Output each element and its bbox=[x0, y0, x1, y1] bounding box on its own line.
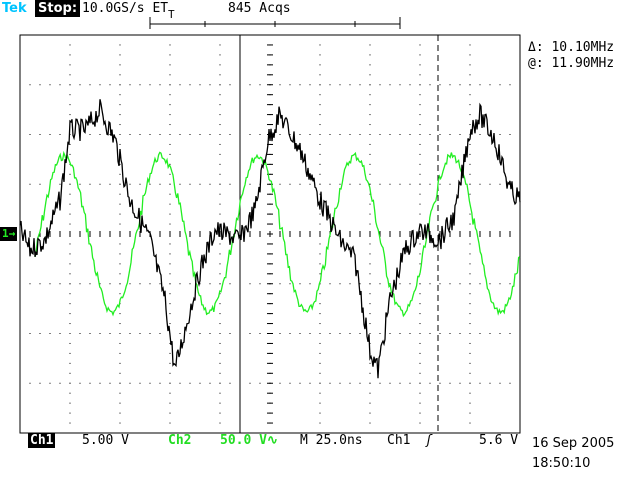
trigger-position-marker[interactable]: T bbox=[168, 8, 175, 21]
run-state-badge[interactable]: Stop: bbox=[35, 0, 81, 17]
timebase: M 25.0ns bbox=[300, 433, 363, 448]
time: 18:50:10 bbox=[532, 456, 591, 471]
status-bar: Tek Stop: 10.0GS/s ET 845 Acqs T bbox=[0, 0, 640, 21]
ch1-label[interactable]: Ch1 bbox=[28, 433, 56, 448]
trigger-slope-icon: ʃ bbox=[425, 433, 433, 448]
record-length-bar bbox=[149, 17, 401, 29]
brand-logo: Tek bbox=[0, 0, 30, 17]
ch1-scale: 5.00 V bbox=[82, 433, 129, 448]
ch2-scale: 50.0 V∿ bbox=[220, 433, 278, 448]
trigger-source: Ch1 bbox=[387, 433, 411, 448]
acquisition-count: 845 Acqs bbox=[228, 1, 291, 16]
date: 16 Sep 2005 bbox=[532, 436, 615, 451]
trigger-level: 5.6 V bbox=[479, 433, 519, 448]
ch1-ground-marker[interactable]: 1→ bbox=[0, 227, 18, 241]
ch2-waveform bbox=[34, 150, 521, 318]
sample-rate: 10.0GS/s ET bbox=[82, 1, 169, 16]
ch2-label[interactable]: Ch2 bbox=[168, 433, 192, 448]
graticule-grid bbox=[19, 34, 521, 434]
cursor-position-readout: @: 11.90MHz bbox=[528, 56, 615, 71]
ch1-waveform bbox=[19, 99, 521, 379]
cursor-delta-readout: Δ: 10.10MHz bbox=[528, 40, 615, 55]
